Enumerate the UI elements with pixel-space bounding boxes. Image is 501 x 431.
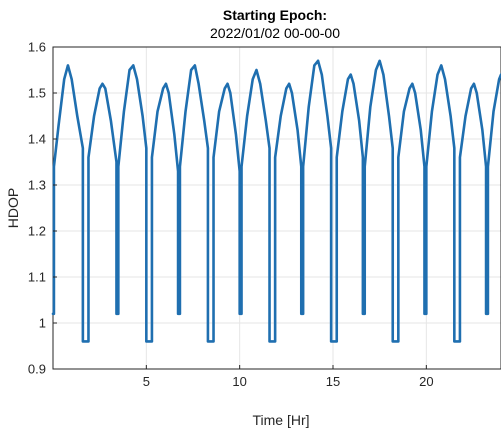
- x-axis-ticks: 5 10 15 20: [143, 365, 434, 389]
- y-tick-label: 0.9: [28, 362, 46, 377]
- x-tick-label: 15: [326, 374, 340, 389]
- y-tick-label: 1: [39, 316, 46, 331]
- y-axis-ticks: 0.9 1 1.1 1.2 1.3 1.4 1.5 1.6: [28, 40, 57, 377]
- x-tick-label: 20: [419, 374, 433, 389]
- y-axis-label: HDOP: [5, 188, 21, 228]
- x-tick-label: 10: [232, 374, 246, 389]
- x-axis-label: Time [Hr]: [252, 412, 309, 428]
- series-group: [51, 59, 501, 343]
- y-tick-label: 1.3: [28, 178, 46, 193]
- x-tick-label: 5: [143, 374, 150, 389]
- y-tick-label: 1.5: [28, 86, 46, 101]
- y-tick-label: 1.6: [28, 40, 46, 55]
- y-tick-label: 1.1: [28, 270, 46, 285]
- hdop-series-line: [51, 59, 501, 343]
- y-tick-label: 1.4: [28, 132, 46, 147]
- chart-subtitle: 2022/01/02 00-00-00: [210, 25, 340, 41]
- chart-title: Starting Epoch:: [223, 7, 327, 23]
- y-tick-label: 1.2: [28, 224, 46, 239]
